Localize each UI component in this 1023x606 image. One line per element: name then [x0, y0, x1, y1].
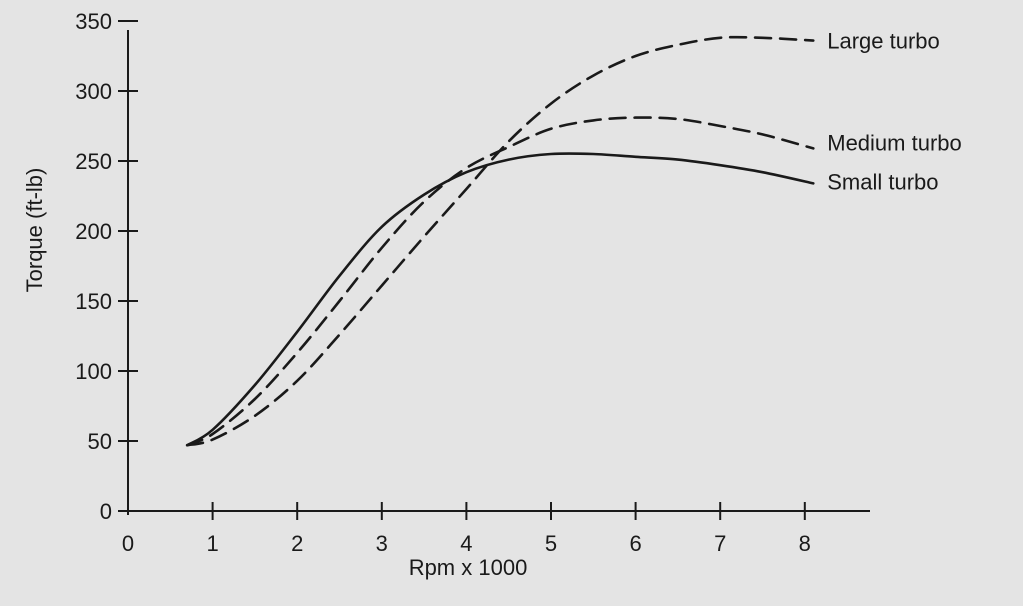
x-axis-title: Rpm x 1000	[409, 555, 528, 580]
y-tick-label: 50	[88, 429, 112, 454]
y-tick-label: 350	[75, 9, 112, 34]
x-tick-label: 1	[206, 531, 218, 556]
x-tick-label: 6	[629, 531, 641, 556]
y-tick-label: 150	[75, 289, 112, 314]
medium-turbo-line	[185, 116, 815, 447]
y-tick-label: 300	[75, 79, 112, 104]
x-tick-label: 3	[376, 531, 388, 556]
small-turbo-label: Small turbo	[827, 169, 938, 194]
medium-turbo-label: Medium turbo	[827, 130, 962, 155]
x-tick-label: 8	[799, 531, 811, 556]
large-turbo-line	[185, 35, 815, 447]
axes: 0 1 2 3 4 5 6 7 8 0 50 100 150 200 250 300 350	[75, 9, 870, 556]
x-tick-label: 5	[545, 531, 557, 556]
x-tick-label: 0	[122, 531, 134, 556]
series-lines: Small turbo Medium turbo Large turbo	[185, 29, 962, 447]
small-turbo-line	[185, 152, 815, 447]
y-tick-label: 100	[75, 359, 112, 384]
x-tick-label: 4	[460, 531, 472, 556]
y-tick-label: 200	[75, 219, 112, 244]
y-axis-title: Torque (ft-lb)	[22, 168, 47, 293]
x-tick-label: 7	[714, 531, 726, 556]
y-tick-label: 250	[75, 149, 112, 174]
y-tick-label: 0	[100, 499, 112, 524]
x-tick-label: 2	[291, 531, 303, 556]
large-turbo-label: Large turbo	[827, 29, 940, 54]
